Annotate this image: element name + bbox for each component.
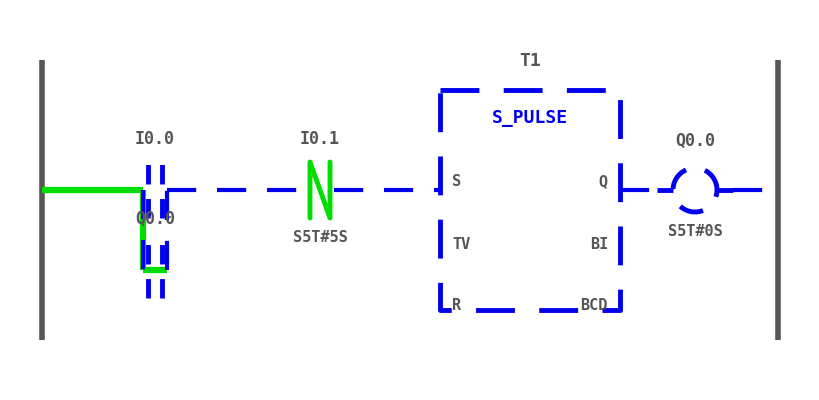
Text: Q0.0: Q0.0 [674,132,714,150]
Text: S5T#0S: S5T#0S [667,224,722,239]
Text: S_PULSE: S_PULSE [491,109,568,127]
Text: BCD: BCD [580,298,607,312]
Text: Q: Q [598,174,607,190]
Text: I0.1: I0.1 [300,130,340,148]
Text: BI: BI [589,238,607,252]
Text: TV: TV [451,238,469,252]
Text: Q0.0: Q0.0 [135,210,174,228]
Text: S5T#5S: S5T#5S [292,230,347,245]
Text: I0.0: I0.0 [135,130,174,148]
Text: R: R [451,298,460,312]
Text: S: S [451,174,460,190]
Text: T1: T1 [518,52,541,70]
